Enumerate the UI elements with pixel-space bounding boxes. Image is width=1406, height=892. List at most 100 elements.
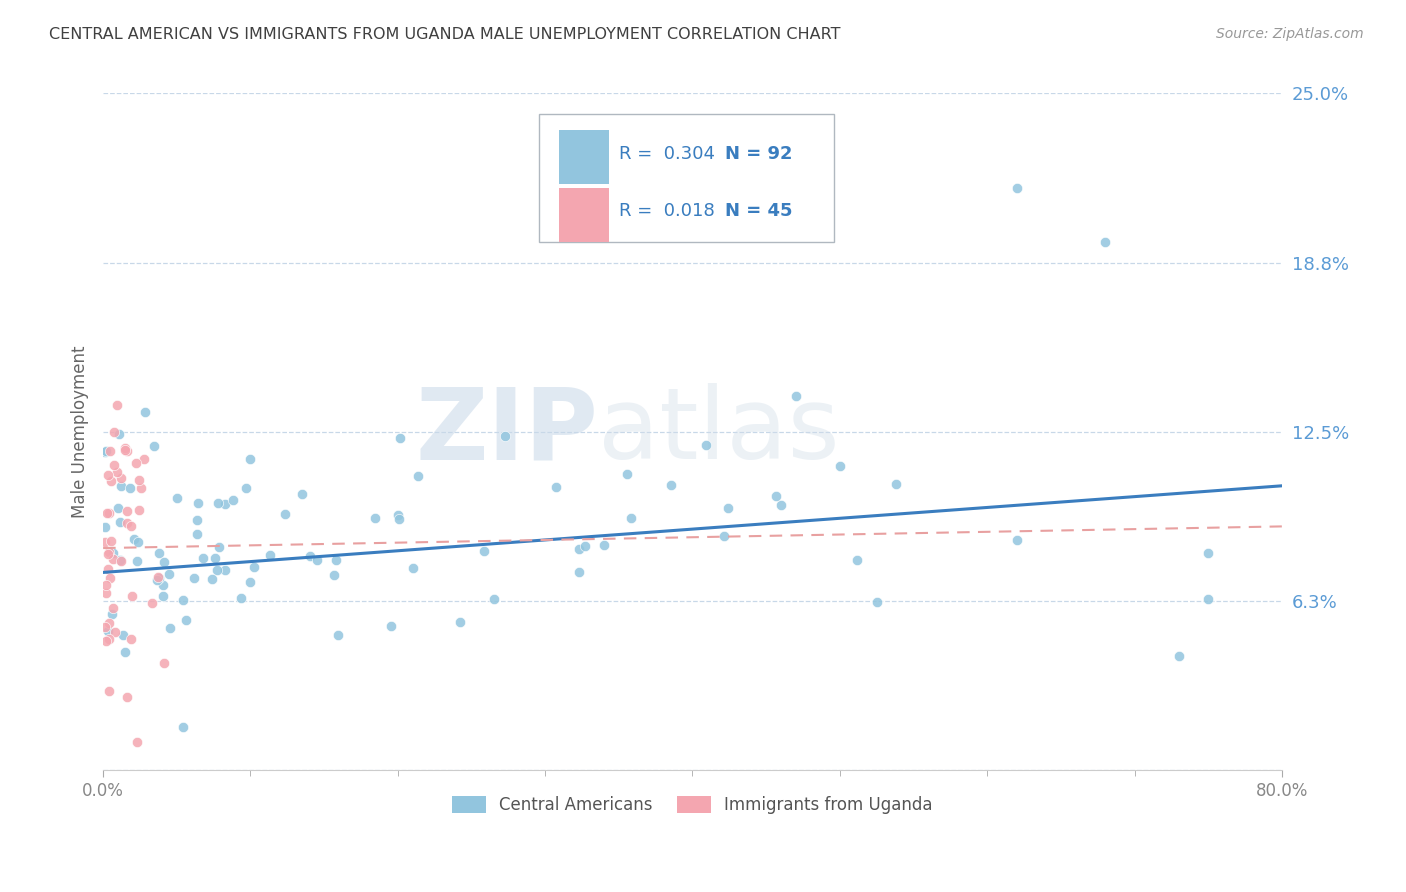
Point bbox=[1005, 533, 1028, 547]
Point bbox=[153, 555, 176, 569]
Point bbox=[322, 568, 344, 582]
Point bbox=[94, 443, 117, 458]
Point bbox=[152, 656, 174, 670]
Point bbox=[121, 590, 143, 604]
Point bbox=[406, 469, 429, 483]
Point bbox=[846, 553, 869, 567]
Point bbox=[110, 479, 132, 493]
Point bbox=[152, 589, 174, 603]
Point bbox=[124, 532, 146, 546]
Point bbox=[132, 451, 155, 466]
Point bbox=[1197, 546, 1219, 560]
Point bbox=[94, 634, 117, 648]
Point bbox=[98, 571, 121, 585]
Point bbox=[120, 632, 142, 647]
Point bbox=[128, 473, 150, 487]
Point bbox=[159, 621, 181, 635]
Point bbox=[326, 628, 349, 642]
Point bbox=[104, 624, 127, 639]
Point bbox=[107, 500, 129, 515]
Point bbox=[183, 571, 205, 585]
Point bbox=[93, 535, 115, 549]
Point bbox=[208, 540, 231, 554]
Point bbox=[172, 720, 194, 734]
Point bbox=[659, 478, 682, 492]
Point bbox=[201, 572, 224, 586]
Point bbox=[243, 559, 266, 574]
Text: ZIP: ZIP bbox=[415, 384, 598, 480]
Point bbox=[259, 548, 281, 562]
Point bbox=[231, 591, 253, 606]
Point bbox=[148, 571, 170, 585]
Point bbox=[148, 546, 170, 560]
Point bbox=[100, 475, 122, 489]
Point bbox=[100, 533, 122, 548]
Point bbox=[105, 465, 128, 479]
Point bbox=[191, 550, 214, 565]
Point bbox=[472, 544, 495, 558]
Point bbox=[494, 428, 516, 442]
Point bbox=[114, 443, 136, 458]
Point bbox=[235, 481, 257, 495]
Point bbox=[146, 573, 169, 587]
Point bbox=[204, 551, 226, 566]
Point bbox=[157, 566, 180, 581]
Legend: Central Americans, Immigrants from Uganda: Central Americans, Immigrants from Ugand… bbox=[444, 788, 941, 822]
Point bbox=[125, 735, 148, 749]
Point bbox=[482, 591, 505, 606]
Point bbox=[101, 546, 124, 560]
Point bbox=[114, 442, 136, 456]
Point bbox=[134, 405, 156, 419]
Point bbox=[620, 511, 643, 525]
Point bbox=[239, 574, 262, 589]
Point bbox=[205, 563, 228, 577]
Point bbox=[274, 508, 297, 522]
Point bbox=[110, 471, 132, 485]
Point bbox=[129, 481, 152, 495]
Point bbox=[125, 456, 148, 470]
Point bbox=[97, 545, 120, 559]
Point bbox=[389, 431, 412, 445]
Point bbox=[186, 527, 208, 541]
Point bbox=[166, 491, 188, 505]
Point bbox=[97, 562, 120, 576]
Point bbox=[127, 534, 149, 549]
Point bbox=[884, 476, 907, 491]
Point bbox=[1005, 181, 1028, 195]
Point bbox=[97, 684, 120, 698]
Point bbox=[110, 554, 132, 568]
Point bbox=[364, 510, 387, 524]
Point bbox=[152, 578, 174, 592]
Point bbox=[148, 570, 170, 584]
Point bbox=[380, 619, 402, 633]
Point bbox=[568, 541, 591, 556]
Point bbox=[449, 615, 471, 629]
Point bbox=[141, 596, 163, 610]
Point bbox=[388, 512, 411, 526]
Point bbox=[105, 398, 128, 412]
Point bbox=[291, 487, 314, 501]
Point bbox=[568, 566, 591, 580]
Point bbox=[97, 547, 120, 561]
Point bbox=[143, 439, 166, 453]
Point bbox=[769, 498, 792, 512]
Point bbox=[299, 549, 322, 563]
Point bbox=[214, 497, 236, 511]
Point bbox=[387, 508, 409, 522]
Point bbox=[765, 489, 787, 503]
Point bbox=[96, 506, 118, 520]
Text: Source: ZipAtlas.com: Source: ZipAtlas.com bbox=[1216, 27, 1364, 41]
Point bbox=[117, 690, 139, 705]
Point bbox=[1197, 592, 1219, 607]
Point bbox=[593, 538, 616, 552]
Point bbox=[1167, 649, 1189, 664]
Text: R =  0.018: R = 0.018 bbox=[620, 202, 716, 220]
Text: N = 92: N = 92 bbox=[725, 145, 793, 163]
Text: atlas: atlas bbox=[598, 384, 839, 480]
Point bbox=[174, 613, 197, 627]
Point bbox=[186, 513, 208, 527]
FancyBboxPatch shape bbox=[560, 130, 609, 185]
FancyBboxPatch shape bbox=[540, 113, 834, 243]
Point bbox=[866, 595, 889, 609]
Point bbox=[125, 554, 148, 568]
